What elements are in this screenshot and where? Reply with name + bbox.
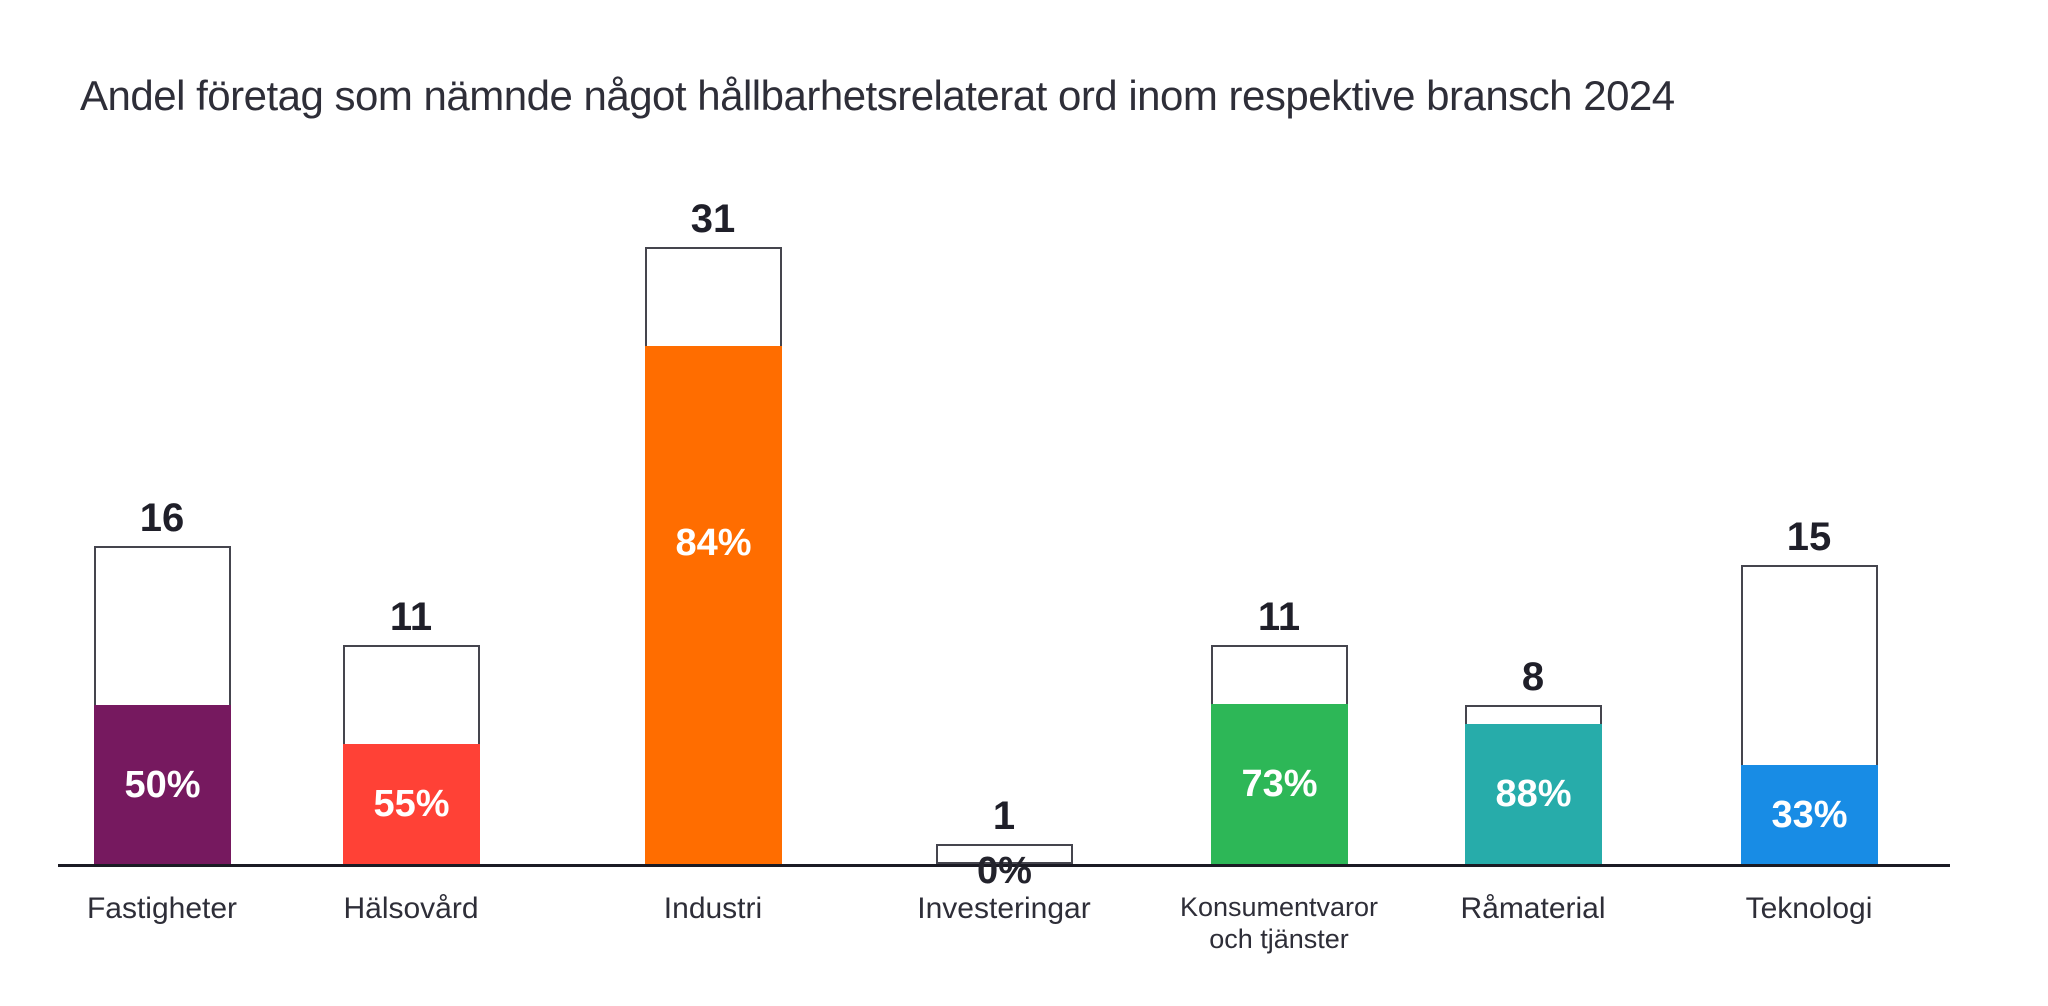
category-label: Fastigheter [2, 891, 322, 927]
bar-fill [1211, 704, 1348, 864]
category-label: Industri [553, 891, 873, 927]
category-label: Konsumentvaror och tjänster [1119, 891, 1439, 955]
bar-percent-label: 55% [373, 783, 450, 825]
bar-value-label: 15 [1786, 515, 1832, 559]
category-label: Råmaterial [1373, 891, 1693, 927]
bar-fill [645, 346, 782, 864]
chart-title: Andel företag som nämnde något hållbarhe… [80, 72, 1675, 119]
category-label-line: och tjänster [1209, 924, 1349, 954]
bar-value-label: 8 [1521, 655, 1545, 699]
bar-fill [94, 705, 231, 864]
category-label-line: Hälsovård [343, 892, 479, 925]
category-label-line: Råmaterial [1460, 892, 1606, 925]
bar-value-label: 31 [690, 197, 736, 241]
category-label-line: Konsumentvaror [1179, 892, 1379, 922]
bar-fill [343, 744, 480, 864]
category-label: Hälsovård [251, 891, 571, 927]
bar-value-label: 16 [139, 496, 185, 540]
bar-fill [1741, 765, 1878, 864]
bar-value-label: 11 [1257, 595, 1301, 639]
bar-value-label: 11 [389, 595, 433, 639]
category-label-line: Investeringar [917, 892, 1091, 925]
category-label-line: Industri [663, 892, 763, 925]
bar-percent-label: 84% [675, 522, 752, 564]
bar-value-label: 1 [992, 794, 1016, 838]
category-label-line: Fastigheter [86, 892, 238, 925]
category-label-line: Teknologi [1745, 892, 1873, 925]
bar-percent-label: 73% [1241, 763, 1318, 805]
bar-percent-label: 33% [1771, 794, 1848, 836]
category-label: Investeringar [844, 891, 1164, 927]
bar-percent-label: 50% [124, 764, 201, 806]
x-axis-line [58, 864, 1950, 867]
category-label: Teknologi [1649, 891, 1969, 927]
bar [936, 844, 1073, 864]
bar-fill [1465, 724, 1602, 864]
bar-percent-label: 88% [1495, 773, 1572, 815]
bar-percent-label: 0% [977, 850, 1032, 892]
